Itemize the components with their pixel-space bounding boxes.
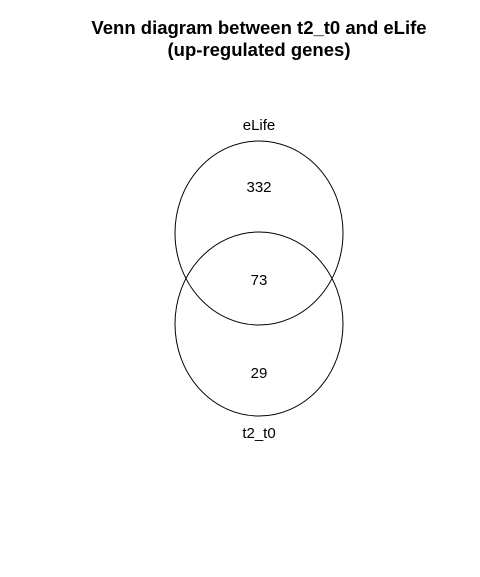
count-intersection: 73 [251,272,268,289]
venn-circle-elife [174,140,344,326]
title-line-1: Venn diagram between t2_t0 and eLife [91,17,427,38]
set-label-elife: eLife [243,117,276,134]
venn-circle-t2-t0 [174,231,344,417]
count-t2-t0-only: 29 [251,365,268,382]
title-line-2: (up-regulated genes) [167,39,351,60]
chart-title: Venn diagram between t2_t0 and eLife (up… [0,17,480,61]
count-elife-only: 332 [246,179,271,196]
set-label-t2-t0: t2_t0 [242,425,275,442]
